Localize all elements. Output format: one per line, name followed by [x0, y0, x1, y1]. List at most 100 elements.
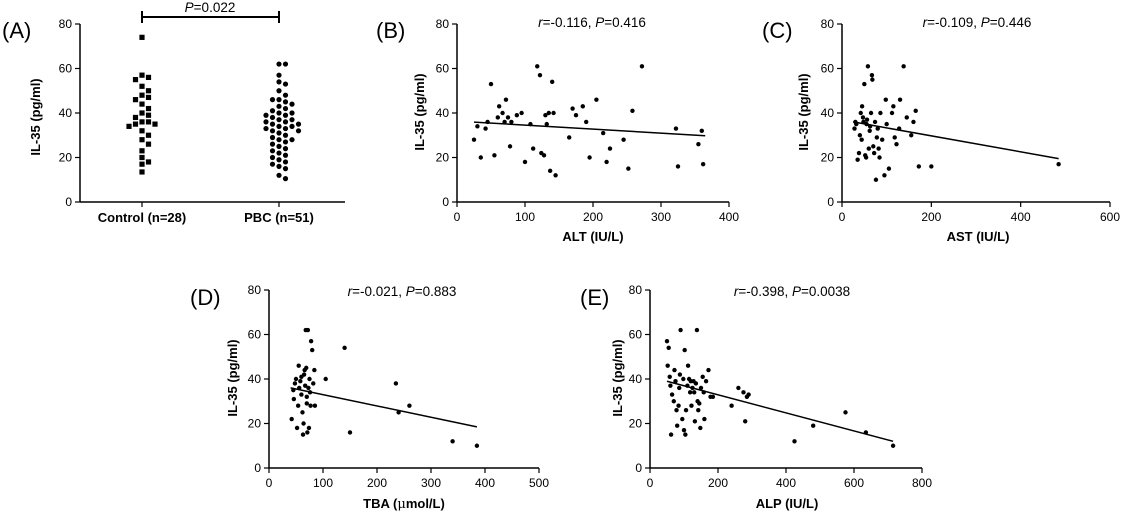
data-point — [681, 376, 686, 382]
data-point — [877, 155, 882, 160]
panel-d-label: (D) — [190, 285, 221, 310]
data-point — [304, 401, 309, 406]
data-point — [269, 161, 276, 167]
data-point — [673, 126, 679, 131]
data-point — [302, 383, 308, 388]
data-point — [496, 104, 502, 109]
data-point — [282, 119, 289, 125]
data-point — [276, 150, 282, 156]
data-point — [550, 79, 555, 85]
y-tick-label: 80 — [59, 17, 73, 31]
panel-e-points — [664, 327, 896, 448]
data-point — [450, 439, 455, 444]
data-point — [683, 432, 688, 437]
data-point — [263, 119, 269, 125]
panel-a-significance-bracket: P=0.022 — [141, 0, 280, 23]
data-point-square — [139, 34, 145, 40]
data-point — [913, 108, 918, 113]
x-tick-label: 400 — [475, 476, 495, 490]
data-point — [685, 363, 691, 368]
data-point — [295, 121, 302, 127]
data-point — [682, 347, 687, 353]
data-point — [282, 105, 289, 112]
data-point — [875, 126, 880, 131]
y-tick-label: 80 — [248, 283, 262, 297]
panel-a-scatter: (A) 0 20 40 60 80 IL-35 (pg/ml) Control (n=2… — [2, 0, 345, 225]
data-point — [889, 110, 895, 116]
panel-d-correlation: r=-0.021, P=0.883 — [348, 284, 457, 299]
data-point — [811, 423, 816, 428]
data-point — [909, 133, 914, 138]
data-point — [282, 81, 289, 87]
data-point — [621, 137, 626, 142]
data-point-square — [139, 101, 145, 107]
data-point — [530, 146, 536, 151]
data-point — [311, 381, 316, 386]
panel-a-p-value: P=0.022 — [185, 0, 236, 15]
data-point — [630, 108, 635, 113]
data-point — [883, 97, 888, 102]
data-point-square — [139, 137, 145, 143]
data-point — [301, 421, 306, 426]
data-point-square — [145, 88, 152, 94]
data-point — [878, 110, 883, 116]
y-tick-label: 60 — [436, 62, 450, 76]
data-point-square — [139, 161, 145, 167]
data-point — [681, 427, 687, 433]
x-tick-label: 0 — [839, 210, 846, 224]
data-point — [300, 410, 305, 415]
data-point — [269, 108, 276, 114]
data-point — [263, 112, 269, 118]
data-point — [736, 385, 741, 391]
data-point — [869, 72, 875, 78]
data-point — [276, 97, 282, 103]
data-point — [858, 110, 863, 116]
data-point-square — [139, 169, 145, 175]
data-point — [741, 390, 746, 395]
data-point — [503, 97, 509, 102]
data-point — [743, 419, 748, 424]
data-point-square — [139, 119, 145, 125]
x-tick-label: 600 — [1100, 210, 1120, 224]
y-tick-label: 60 — [59, 62, 73, 76]
data-point — [407, 403, 412, 408]
data-point — [856, 150, 862, 156]
data-point — [478, 155, 483, 160]
panel-a-y-axis: 0 20 40 60 80 — [59, 17, 81, 209]
data-point — [312, 367, 317, 373]
data-point — [667, 374, 672, 379]
panel-e-scatter: (E) r=-0.398, P=0.0038 IL-35 (pg/ml) ALP… — [580, 283, 932, 511]
data-point — [269, 121, 276, 127]
x-tick-label: 0 — [454, 210, 461, 224]
data-point — [698, 385, 704, 391]
data-point — [886, 166, 892, 171]
x-tick-label: 400 — [719, 210, 739, 224]
data-point — [292, 381, 298, 386]
data-point — [547, 168, 553, 174]
data-point — [664, 338, 670, 344]
data-point — [505, 115, 511, 120]
data-point — [276, 88, 282, 94]
data-point — [289, 137, 295, 143]
data-point — [294, 425, 300, 431]
panel-a-y-axis-label: IL-35 (pg/ml) — [28, 78, 43, 155]
data-point-square — [152, 121, 158, 127]
data-point — [696, 407, 701, 413]
x-tick-label: 200 — [583, 210, 603, 224]
data-point-square — [126, 123, 132, 129]
data-point — [872, 119, 878, 125]
data-point — [573, 113, 579, 118]
x-tick-label: 200 — [708, 476, 728, 490]
data-point — [276, 110, 282, 116]
data-point — [282, 152, 289, 158]
regression-line — [666, 380, 894, 443]
data-point — [864, 117, 870, 122]
data-point-square — [139, 128, 145, 134]
data-point — [307, 376, 312, 382]
data-point — [269, 128, 276, 134]
panel-d-scatter: (D) r=-0.021, P=0.883 IL-35 (pg/ml) TBA … — [190, 283, 549, 512]
data-point — [305, 327, 311, 333]
panel-e-label: (E) — [580, 285, 609, 310]
panel-c-x-axis-label: AST (IU/L) — [947, 229, 1010, 244]
